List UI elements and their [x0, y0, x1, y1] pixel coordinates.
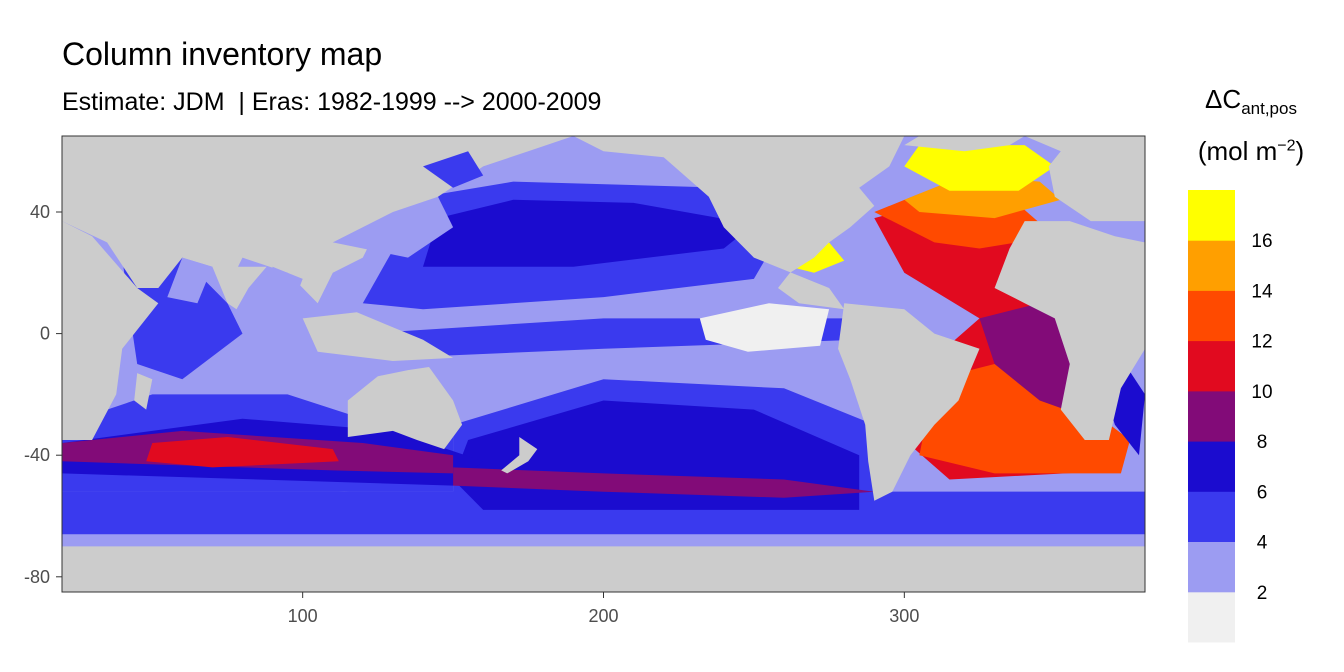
legend-title: ΔCant,pos [1176, 84, 1326, 119]
arabian-sea [167, 257, 213, 304]
south-america-land [838, 303, 980, 501]
y-tick-label: -40 [24, 445, 50, 465]
region-indian-south-core [152, 449, 332, 479]
australia-land [347, 367, 463, 450]
legend-break-label: 16 [1251, 231, 1272, 252]
legend-swatch [1188, 541, 1235, 593]
equatorial-white-patch [699, 303, 830, 352]
chart-subtitle: Estimate: JDM | Eras: 1982-1999 --> 2000… [62, 88, 602, 116]
bay-of-bengal [266, 266, 303, 319]
legend-break-label: 14 [1251, 281, 1273, 302]
region-north-atlantic-mid [874, 197, 1055, 273]
legend-swatch [1188, 190, 1235, 241]
legend-swatch [1188, 340, 1235, 392]
madagascar-land [134, 373, 153, 410]
india-land [212, 266, 267, 310]
africa-land-west [62, 221, 159, 440]
legend-swatch [1188, 441, 1235, 492]
y-tick-label: 0 [40, 324, 50, 344]
region-equatorial-pacific-low [694, 303, 814, 349]
greenland-land [904, 136, 1025, 152]
atlantic-north-yellow [904, 145, 1055, 191]
legend-title-main: ΔC [1205, 84, 1242, 114]
y-tick-label: -80 [24, 567, 50, 587]
europe-land [1024, 136, 1145, 222]
africa-land [994, 221, 1145, 440]
legend-swatch [1188, 591, 1235, 643]
legend-break-label: 4 [1257, 533, 1268, 554]
antarctica-land [62, 546, 1145, 592]
x-tick-label: 100 [288, 606, 318, 626]
se-asia-islands [302, 312, 454, 361]
chart-title: Column inventory map [62, 36, 383, 72]
legend-break-label: 10 [1251, 382, 1272, 403]
y-tick-label: 40 [30, 202, 50, 222]
land-layer [62, 136, 1145, 592]
legend-break-label: 12 [1251, 332, 1272, 353]
legend: 2 4 6 8 10 12 14 16 [1188, 190, 1273, 643]
new-zealand-land [501, 437, 538, 474]
north-america-land [573, 136, 905, 310]
region-antarctic-margin [62, 534, 1145, 571]
legend-swatch [1188, 240, 1235, 291]
legend-unit: (mol m−2) [1176, 136, 1326, 167]
north-pacific-core [423, 199, 754, 267]
region-pacific-south-red [513, 473, 844, 491]
legend-unit-sup: −2 [1277, 137, 1296, 155]
legend-swatch [1188, 390, 1235, 442]
legend-unit-main: (mol m [1197, 136, 1278, 166]
x-tick-label: 300 [889, 606, 919, 626]
region-north-pacific-core [423, 197, 754, 273]
pacific-purple-streak [453, 467, 875, 498]
x-tick-label: 200 [588, 606, 618, 626]
indian-red-core [146, 437, 339, 468]
okhotsk-sea [423, 151, 484, 188]
region-south-atlantic [919, 394, 1130, 485]
legend-swatch [1188, 290, 1235, 342]
east-asia-sea [332, 196, 454, 258]
legend-swatch [1188, 491, 1235, 542]
legend-title-sub: ant,pos [1241, 99, 1297, 119]
legend-break-label: 6 [1257, 482, 1268, 503]
legend-unit-close: ) [1295, 136, 1305, 166]
legend-break-label: 2 [1257, 583, 1268, 604]
atlantic-orange-south [919, 364, 1130, 474]
legend-break-label: 8 [1257, 432, 1268, 453]
